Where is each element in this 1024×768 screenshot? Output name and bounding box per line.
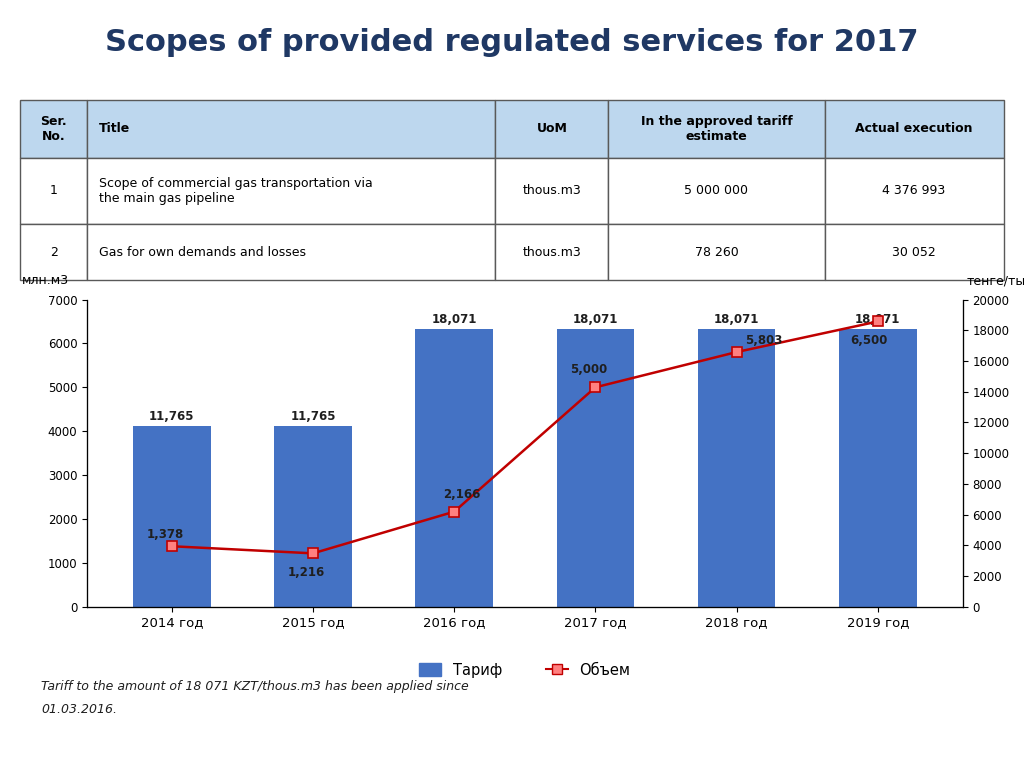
Text: Scopes of provided regulated services for 2017: Scopes of provided regulated services fo…: [105, 28, 919, 57]
Text: 18,071: 18,071: [431, 313, 477, 326]
Text: UoM: UoM: [537, 122, 567, 135]
Bar: [824, 157, 1004, 224]
Bar: [608, 224, 824, 280]
Bar: [87, 100, 496, 157]
Text: Ser.
No.: Ser. No.: [41, 114, 68, 143]
Text: In the approved tariff
estimate: In the approved tariff estimate: [641, 114, 793, 143]
Text: 2: 2: [50, 246, 57, 259]
Bar: [87, 224, 496, 280]
Bar: [496, 224, 608, 280]
Text: thous.m3: thous.m3: [522, 246, 582, 259]
Bar: [824, 224, 1004, 280]
Text: Actual execution: Actual execution: [855, 122, 973, 135]
Text: 18,071: 18,071: [714, 313, 760, 326]
Text: Scope of commercial gas transportation via
the main gas pipeline: Scope of commercial gas transportation v…: [99, 177, 373, 205]
Text: млн.м3: млн.м3: [22, 274, 69, 287]
Text: Gas for own demands and losses: Gas for own demands and losses: [99, 246, 306, 259]
Bar: [20, 100, 87, 157]
Text: 5,803: 5,803: [744, 334, 782, 346]
Text: 1,378: 1,378: [146, 528, 184, 541]
Bar: [557, 329, 634, 607]
Text: 2,166: 2,166: [443, 488, 480, 501]
Text: тенге/тыс.м3: тенге/тыс.м3: [967, 274, 1024, 287]
Text: 11,765: 11,765: [150, 410, 195, 423]
Text: 1,216: 1,216: [288, 565, 326, 578]
Bar: [87, 157, 496, 224]
Text: 5,000: 5,000: [570, 363, 607, 376]
Bar: [608, 100, 824, 157]
Bar: [496, 100, 608, 157]
Text: 11,765: 11,765: [290, 410, 336, 423]
Bar: [416, 329, 493, 607]
Bar: [839, 329, 916, 607]
Text: 18,071: 18,071: [572, 313, 618, 326]
Text: 01.03.2016.: 01.03.2016.: [41, 703, 117, 716]
Bar: [697, 329, 775, 607]
Text: 6,500: 6,500: [850, 333, 888, 346]
Text: 18,071: 18,071: [855, 313, 900, 326]
Bar: [824, 100, 1004, 157]
Text: Tariff to the amount of 18 071 KZT/thous.m3 has been applied since: Tariff to the amount of 18 071 KZT/thous…: [41, 680, 469, 693]
Text: thous.m3: thous.m3: [522, 184, 582, 197]
Bar: [20, 224, 87, 280]
Bar: [496, 157, 608, 224]
Text: 4 376 993: 4 376 993: [883, 184, 946, 197]
Text: 1: 1: [50, 184, 57, 197]
Bar: [133, 426, 211, 607]
Text: 5 000 000: 5 000 000: [684, 184, 749, 197]
Text: 78 260: 78 260: [694, 246, 738, 259]
Text: 30 052: 30 052: [892, 246, 936, 259]
Bar: [20, 157, 87, 224]
Text: Title: Title: [99, 122, 130, 135]
Bar: [274, 426, 352, 607]
Bar: [608, 157, 824, 224]
Legend: Тариф, Объем: Тариф, Объем: [414, 657, 636, 684]
